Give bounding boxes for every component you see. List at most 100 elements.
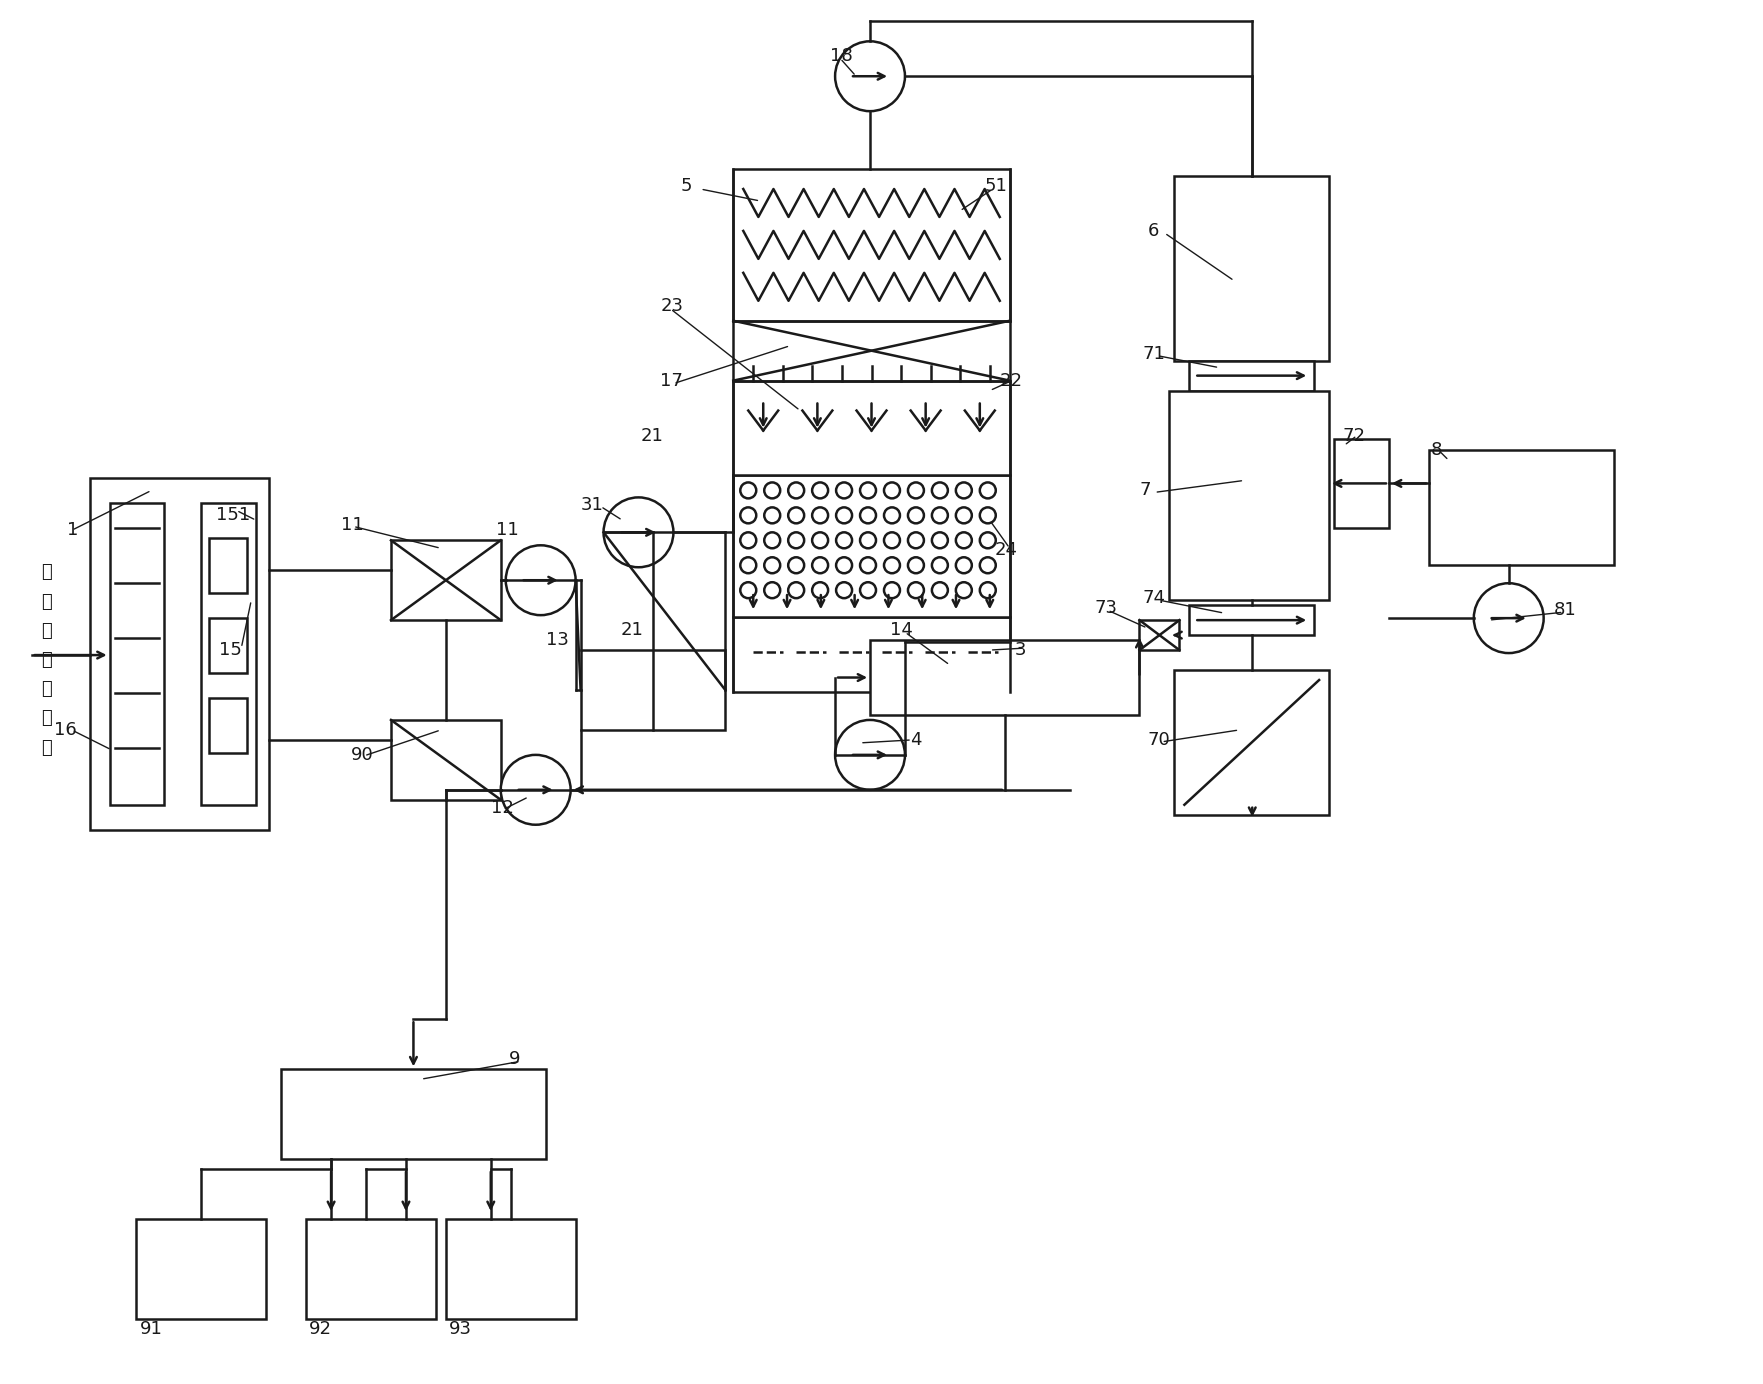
Circle shape	[813, 533, 829, 548]
Circle shape	[740, 483, 756, 498]
Bar	[869, 641, 1139, 716]
Text: 93: 93	[450, 1320, 472, 1338]
Text: 71: 71	[1142, 345, 1165, 363]
Circle shape	[788, 583, 804, 598]
Text: 18: 18	[830, 47, 853, 65]
Circle shape	[933, 483, 948, 498]
Circle shape	[956, 558, 971, 573]
Bar	[733, 169, 1010, 321]
Circle shape	[908, 583, 924, 598]
Text: 70: 70	[1148, 731, 1171, 749]
Bar	[733, 617, 1010, 692]
Circle shape	[813, 583, 829, 598]
Bar	[210, 698, 247, 753]
Bar	[391, 720, 501, 800]
Circle shape	[883, 508, 899, 523]
Text: 151: 151	[217, 507, 250, 525]
Text: 16: 16	[53, 721, 76, 739]
Text: 72: 72	[1342, 426, 1365, 444]
Circle shape	[956, 533, 971, 548]
Text: 73: 73	[1095, 599, 1118, 617]
Text: 22: 22	[1000, 372, 1023, 390]
Bar	[109, 504, 164, 804]
Circle shape	[883, 558, 899, 573]
Circle shape	[908, 483, 924, 498]
Circle shape	[763, 483, 781, 498]
Circle shape	[908, 558, 924, 573]
Bar	[210, 619, 247, 673]
Bar	[1428, 450, 1613, 565]
Text: 5: 5	[681, 177, 691, 195]
Circle shape	[788, 558, 804, 573]
Circle shape	[933, 533, 948, 548]
Text: 14: 14	[890, 621, 913, 639]
Bar	[210, 538, 247, 594]
Text: 11: 11	[495, 522, 518, 540]
Circle shape	[956, 483, 971, 498]
Circle shape	[763, 508, 781, 523]
Circle shape	[501, 754, 571, 825]
Circle shape	[813, 483, 829, 498]
Bar	[1169, 390, 1329, 601]
Circle shape	[956, 583, 971, 598]
Bar	[1335, 439, 1389, 529]
Circle shape	[980, 558, 996, 573]
Text: 74: 74	[1142, 590, 1165, 608]
Text: 12: 12	[490, 799, 513, 817]
Circle shape	[908, 508, 924, 523]
Text: 92: 92	[309, 1320, 331, 1338]
Circle shape	[763, 558, 781, 573]
Text: 51: 51	[986, 177, 1008, 195]
Bar	[580, 650, 725, 729]
Circle shape	[813, 508, 829, 523]
Bar	[1174, 670, 1329, 815]
Circle shape	[933, 583, 948, 598]
Text: 31: 31	[580, 497, 603, 515]
Text: 8: 8	[1432, 441, 1442, 459]
Circle shape	[956, 508, 971, 523]
Circle shape	[763, 533, 781, 548]
Text: 1: 1	[67, 522, 78, 540]
Text: 24: 24	[994, 541, 1017, 559]
Circle shape	[980, 483, 996, 498]
Bar	[1139, 620, 1179, 650]
Circle shape	[883, 533, 899, 548]
Bar	[282, 1070, 547, 1158]
Bar	[136, 1219, 266, 1319]
Circle shape	[933, 558, 948, 573]
Circle shape	[860, 583, 876, 598]
Circle shape	[836, 558, 852, 573]
Text: 6: 6	[1148, 221, 1158, 239]
Circle shape	[836, 42, 904, 111]
Bar	[733, 476, 1010, 617]
Bar	[307, 1219, 435, 1319]
Circle shape	[763, 583, 781, 598]
Bar	[446, 1219, 575, 1319]
Circle shape	[836, 533, 852, 548]
Circle shape	[506, 545, 575, 614]
Circle shape	[836, 720, 904, 790]
Text: 21: 21	[640, 426, 663, 444]
Circle shape	[1474, 583, 1544, 653]
Text: 17: 17	[661, 372, 684, 390]
Text: 23: 23	[661, 296, 684, 314]
Text: 3: 3	[1015, 641, 1026, 659]
Circle shape	[740, 533, 756, 548]
Text: 91: 91	[139, 1320, 162, 1338]
Circle shape	[860, 508, 876, 523]
Circle shape	[860, 558, 876, 573]
Circle shape	[740, 583, 756, 598]
Text: 7: 7	[1139, 482, 1151, 500]
Bar	[1190, 605, 1313, 635]
Text: 13: 13	[547, 631, 568, 649]
Circle shape	[860, 483, 876, 498]
Circle shape	[883, 483, 899, 498]
Circle shape	[740, 508, 756, 523]
Bar	[733, 381, 1010, 476]
Bar	[1174, 176, 1329, 361]
Circle shape	[836, 583, 852, 598]
Text: 9: 9	[510, 1050, 520, 1068]
Circle shape	[980, 583, 996, 598]
Bar	[90, 479, 270, 830]
Circle shape	[788, 483, 804, 498]
